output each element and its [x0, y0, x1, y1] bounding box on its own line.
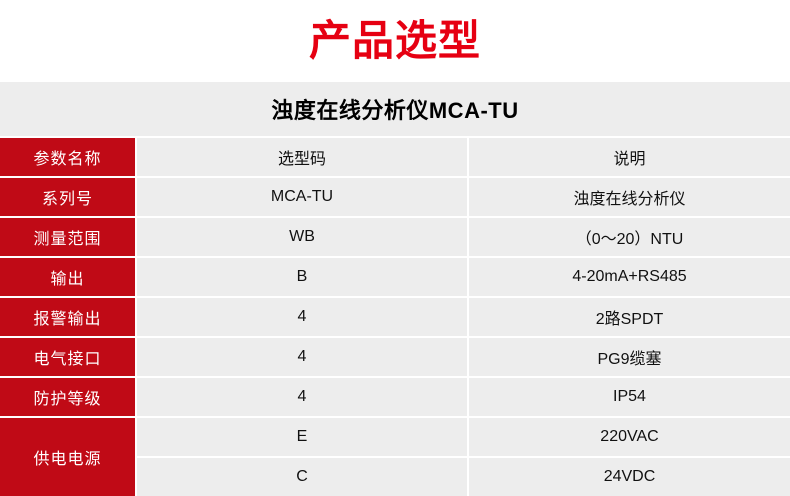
desc-cell: 4-20mA+RS485	[469, 258, 790, 296]
code-cell: B	[137, 258, 467, 296]
desc-cell: IP54	[469, 378, 790, 416]
product-header: 浊度在线分析仪MCA-TU	[0, 82, 790, 136]
desc-cell: 24VDC	[469, 458, 790, 496]
code-cell: C	[137, 458, 467, 496]
desc-cell: 220VAC	[469, 418, 790, 456]
code-cell: WB	[137, 218, 467, 256]
desc-cell: PG9缆塞	[469, 338, 790, 376]
param-cell: 电气接口	[0, 338, 135, 376]
param-cell: 测量范围	[0, 218, 135, 256]
param-cell: 报警输出	[0, 298, 135, 336]
header-cell-param: 参数名称	[0, 138, 135, 176]
header-cell-desc: 说明	[469, 138, 790, 176]
desc-cell: （0～20）NTU	[469, 218, 790, 256]
code-cell: MCA-TU	[137, 178, 467, 216]
page-title: 产品选型	[308, 17, 481, 64]
code-cell: 4	[137, 298, 467, 336]
header-cell-code: 选型码	[137, 138, 467, 176]
desc-cell: 浊度在线分析仪	[469, 178, 790, 216]
selection-table: 参数名称 选型码 说明 系列号 MCA-TU 浊度在线分析仪 测量范围 WB （…	[0, 138, 790, 496]
page-header: 产品选型	[0, 0, 790, 82]
param-cell: 防护等级	[0, 378, 135, 416]
code-cell: E	[137, 418, 467, 456]
code-cell: 4	[137, 378, 467, 416]
param-cell: 供电电源	[0, 418, 135, 496]
desc-cell: 2路SPDT	[469, 298, 790, 336]
param-cell: 系列号	[0, 178, 135, 216]
code-cell: 4	[137, 338, 467, 376]
product-title: 浊度在线分析仪MCA-TU	[271, 98, 519, 123]
param-cell: 输出	[0, 258, 135, 296]
